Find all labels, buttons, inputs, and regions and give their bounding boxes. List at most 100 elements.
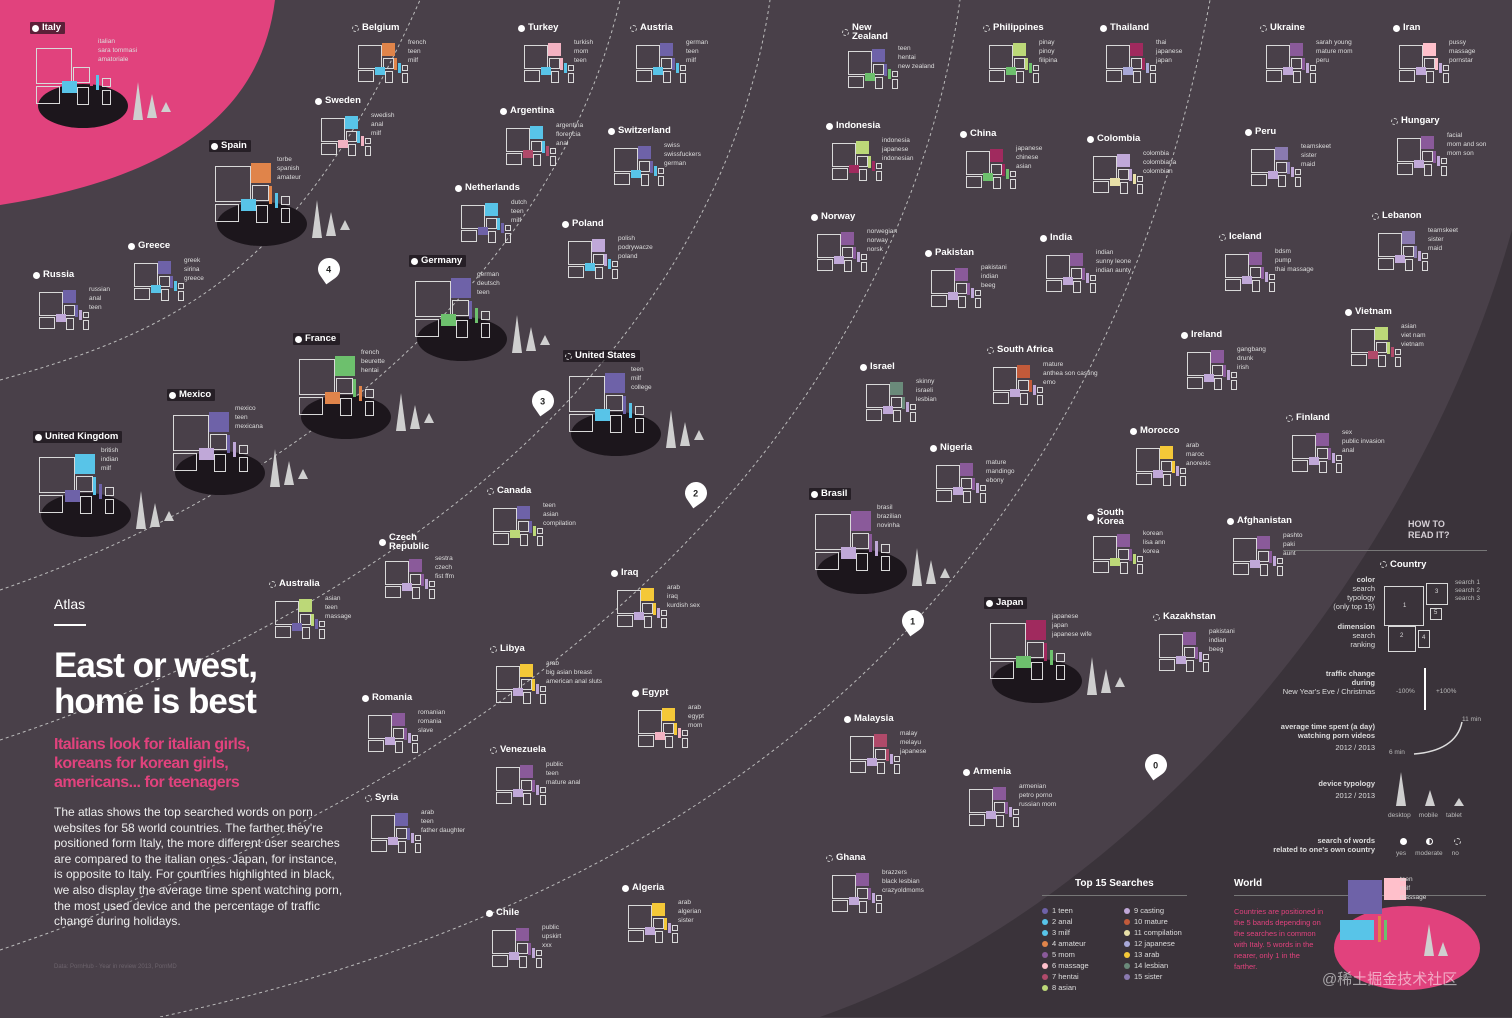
search-1-square (173, 415, 209, 451)
legend-line: related to one's own country (1273, 845, 1375, 854)
country-label: Israel (870, 361, 895, 372)
search-words: german teen milf (686, 39, 708, 65)
country-italy: Italy italian sara tommasi amatoriale (30, 22, 180, 132)
top15-item: 10 mature (1124, 917, 1168, 926)
legend-line: typology (1347, 593, 1375, 602)
search-word: milf (408, 56, 419, 64)
country-label: Ireland (1191, 329, 1223, 340)
search-bar (564, 63, 567, 73)
search-word: arab (678, 899, 692, 906)
search-color-square (986, 811, 996, 819)
search-bar (529, 521, 532, 533)
search-1-square (1351, 329, 1375, 353)
country-label: Sweden (325, 95, 361, 106)
search-words: malay melayu japanese (900, 730, 926, 756)
search-3-square (1233, 563, 1249, 575)
search-5-square (1037, 387, 1043, 393)
search-word: japanese (1016, 145, 1043, 152)
search-color-square (402, 583, 412, 591)
top15-label: 11 compilation (1134, 928, 1182, 937)
howto-title-line: HOW TO (1408, 519, 1445, 529)
search-5-square (1203, 654, 1209, 660)
search-bar (1009, 807, 1012, 817)
search-word: american anal sluts (546, 677, 602, 685)
search-words: pashto paki aunt (1283, 532, 1303, 558)
search-6-square (1180, 476, 1186, 486)
search-3-square (496, 691, 512, 703)
search-bar (886, 749, 889, 761)
search-color-square (513, 789, 523, 797)
search-word: asian (1016, 162, 1032, 170)
world-cone-icon (1424, 924, 1434, 956)
search-6-square (178, 291, 184, 301)
mobile-cone-icon (1101, 669, 1111, 693)
country-name: Austria (630, 23, 673, 33)
search-word: public invasion (1342, 437, 1385, 445)
search-4-square (1278, 175, 1286, 187)
legend-line: traffic change (1325, 669, 1375, 678)
search-word: japanese (1156, 47, 1183, 55)
country-name: Poland (562, 219, 604, 229)
search-3-square (1093, 561, 1109, 573)
country-france: France french beurette hentai (293, 333, 443, 443)
country-dot-icon (1345, 308, 1352, 316)
country-dot-icon (295, 335, 302, 343)
desktop-cone-icon (1087, 657, 1097, 695)
search-color-square (1249, 252, 1262, 265)
country-name: Spain (209, 140, 251, 152)
country-dot-icon (1393, 24, 1400, 32)
search-word: lisa ann (1143, 538, 1166, 546)
search-1-square (850, 736, 874, 760)
search-3-square (931, 295, 947, 307)
search-bar (1437, 156, 1440, 166)
search-color-square (1423, 43, 1436, 56)
search-3-square (173, 452, 197, 471)
search-color-square (1063, 277, 1073, 285)
search-2-square (1403, 246, 1414, 257)
search-words: arab iraq kurdish sex (667, 584, 700, 610)
search-1-square (134, 263, 158, 287)
search-2-square (1422, 151, 1433, 162)
search-bar (560, 58, 563, 70)
country-label: United States (575, 350, 636, 361)
search-3-square (1159, 659, 1175, 671)
search-word: arab (546, 660, 560, 667)
search-2-square (1424, 58, 1435, 69)
search-1-square (848, 51, 872, 75)
search-bar (1029, 63, 1032, 73)
search-4-square (1260, 564, 1268, 576)
country-dot-icon (632, 689, 639, 697)
search-5-square (102, 78, 111, 87)
search-5-square (1269, 274, 1275, 280)
search-4-square (302, 627, 310, 639)
search-word: milf (686, 56, 697, 64)
search-words: bdsm pump thai massage (1275, 248, 1314, 274)
search-word: melayu (900, 738, 921, 746)
search-words: mexico teen mexicana (235, 405, 263, 431)
country-name: Japan (984, 597, 1028, 609)
country-kazakhstan: Kazakhstan pakistani indian beeg (1153, 612, 1303, 722)
search-word: mom (688, 721, 703, 729)
search-1-square (1378, 233, 1402, 257)
tablet-cone-icon (1115, 677, 1125, 687)
search-words: dutch teen milf (511, 199, 527, 225)
search-words: german deutsch teen (477, 271, 500, 297)
country-dot-icon (611, 569, 618, 577)
search-word: pakistani (981, 264, 1007, 271)
search-bar (672, 58, 675, 70)
country-name: Algeria (622, 883, 664, 893)
search-5-square (1443, 65, 1449, 71)
country-new-zealand: New Zealand teen hentai new zealand (842, 23, 992, 133)
search-bar (269, 185, 272, 204)
country-dot-icon (1130, 427, 1137, 435)
country-dot-icon (987, 346, 994, 354)
glyph-shadow (301, 395, 391, 439)
search-4-square (66, 318, 74, 330)
search-2-square (518, 521, 529, 532)
country-name: Czech Republic (379, 533, 433, 551)
search-bar (1265, 272, 1268, 282)
top15-color-dot-icon (1042, 929, 1048, 936)
country-label: India (1050, 232, 1073, 243)
search-4-square (877, 762, 885, 774)
country-china: China japanese chinese asian (960, 129, 1110, 239)
